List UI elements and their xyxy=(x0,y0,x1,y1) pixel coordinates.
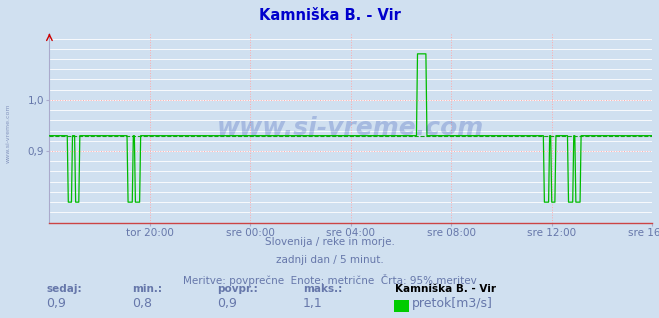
Text: povpr.:: povpr.: xyxy=(217,284,258,294)
Text: maks.:: maks.: xyxy=(303,284,343,294)
Text: www.si-vreme.com: www.si-vreme.com xyxy=(217,116,484,140)
Text: 0,9: 0,9 xyxy=(46,297,66,310)
Text: pretok[m3/s]: pretok[m3/s] xyxy=(412,297,493,310)
Text: min.:: min.: xyxy=(132,284,162,294)
Text: zadnji dan / 5 minut.: zadnji dan / 5 minut. xyxy=(275,255,384,265)
Text: 0,9: 0,9 xyxy=(217,297,237,310)
Text: Kamniška B. - Vir: Kamniška B. - Vir xyxy=(395,284,496,294)
Text: 1,1: 1,1 xyxy=(303,297,323,310)
Text: Kamniška B. - Vir: Kamniška B. - Vir xyxy=(258,8,401,23)
Text: Slovenija / reke in morje.: Slovenija / reke in morje. xyxy=(264,237,395,247)
Text: sedaj:: sedaj: xyxy=(46,284,82,294)
Text: 0,8: 0,8 xyxy=(132,297,152,310)
Text: Meritve: povprečne  Enote: metrične  Črta: 95% meritev: Meritve: povprečne Enote: metrične Črta:… xyxy=(183,274,476,286)
Text: www.si-vreme.com: www.si-vreme.com xyxy=(5,104,11,163)
